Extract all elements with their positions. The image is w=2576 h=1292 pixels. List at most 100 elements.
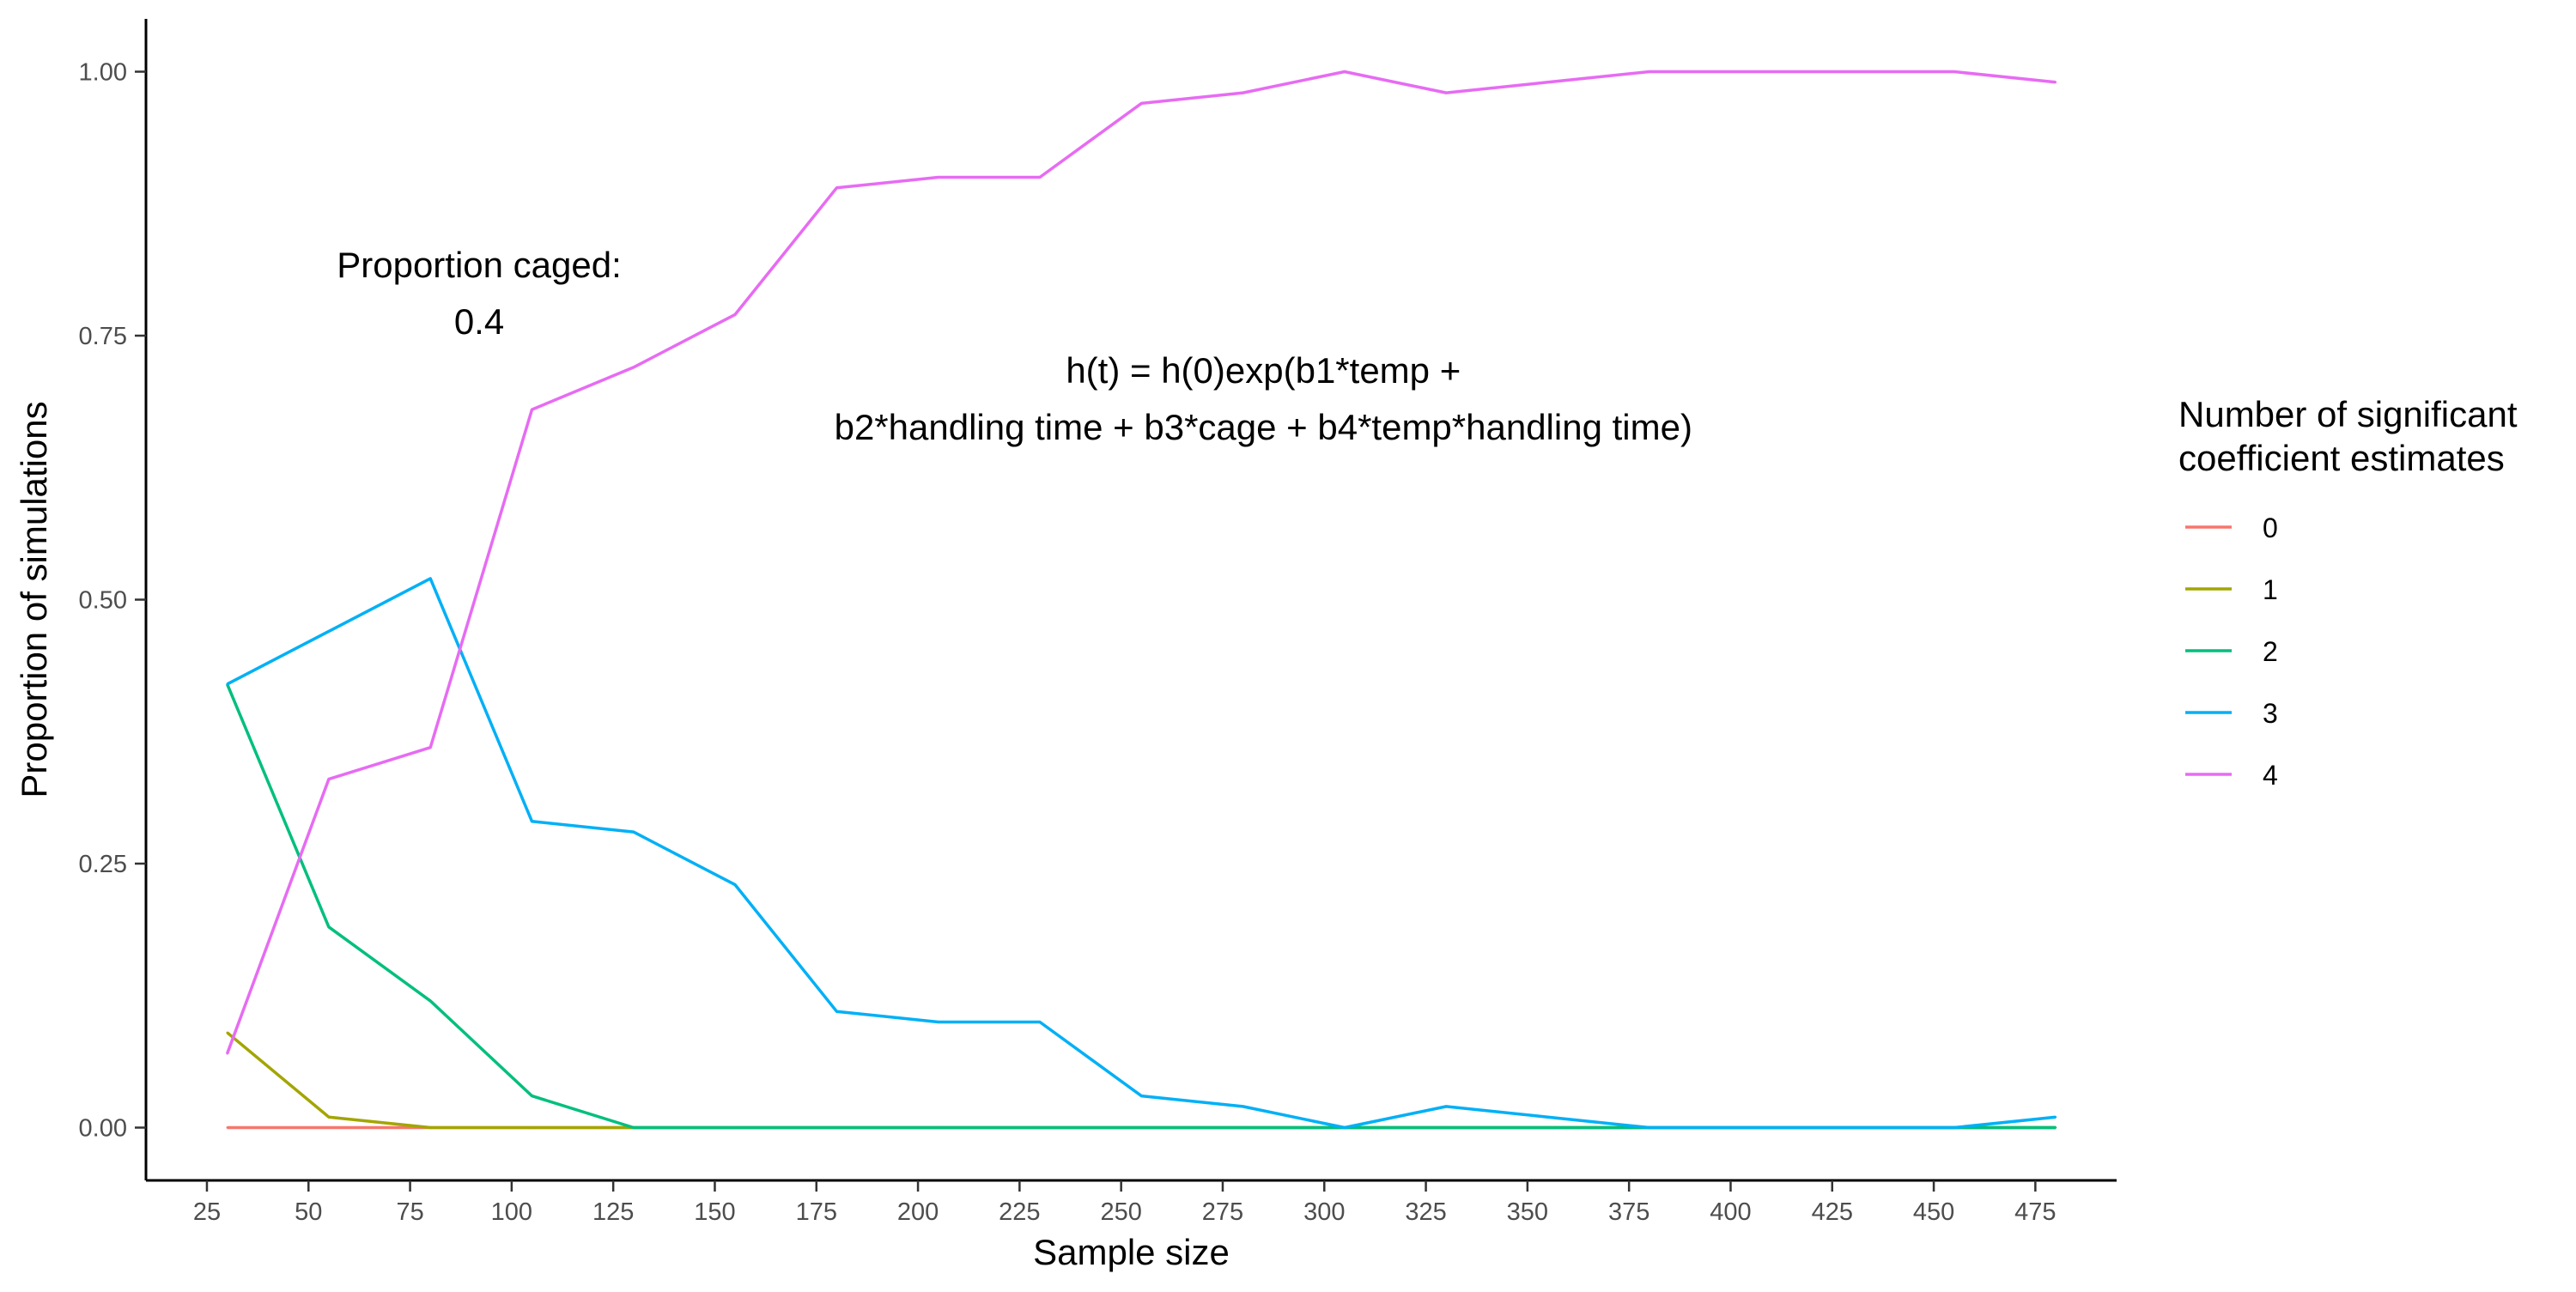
series-3-point bbox=[226, 682, 228, 686]
series-4-point bbox=[733, 313, 737, 316]
x-tick-label: 475 bbox=[2014, 1198, 2056, 1226]
series-4-point bbox=[1851, 70, 1854, 73]
series-2-point bbox=[1140, 1126, 1143, 1129]
series-0-point bbox=[327, 1126, 331, 1129]
x-tick-label: 25 bbox=[193, 1198, 221, 1226]
legend-label: 0 bbox=[2263, 513, 2278, 543]
y-tick-label: 0.75 bbox=[79, 323, 127, 350]
series-1-point bbox=[531, 1126, 533, 1129]
series-4-point bbox=[1242, 91, 1244, 94]
y-tick-label: 0.00 bbox=[79, 1115, 127, 1143]
series-line-1 bbox=[226, 1031, 2056, 1130]
legend-label: 4 bbox=[2263, 760, 2278, 791]
annotation-text: 0.4 bbox=[454, 301, 504, 342]
series-3-point bbox=[835, 1010, 838, 1013]
annotation-text: b2*handling time + b3*cage + b4*temp*han… bbox=[835, 407, 1692, 447]
series-4-point bbox=[937, 176, 939, 179]
series-4-point bbox=[1445, 91, 1448, 94]
annotation-text: h(t) = h(0)exp(b1*temp + bbox=[1066, 350, 1461, 391]
series-2-point bbox=[733, 1126, 737, 1129]
series-4-point bbox=[1546, 81, 1549, 84]
series-3-point bbox=[1648, 1126, 1651, 1129]
x-tick-label: 225 bbox=[999, 1198, 1040, 1226]
series-4-point bbox=[835, 186, 838, 189]
series-4-point bbox=[1648, 70, 1651, 73]
series-2-point bbox=[327, 925, 331, 929]
legend-title: coefficient estimates bbox=[2178, 438, 2505, 478]
y-tick-label: 0.50 bbox=[79, 587, 127, 615]
series-3-point bbox=[2054, 1116, 2057, 1119]
series-3-point bbox=[1546, 1116, 1549, 1119]
series-1-point bbox=[226, 1031, 228, 1034]
series-lines bbox=[225, 70, 2057, 1130]
series-3-point bbox=[632, 830, 635, 834]
x-axis-title: Sample size bbox=[1033, 1232, 1230, 1272]
x-tick-label: 125 bbox=[592, 1198, 634, 1226]
series-4-point bbox=[632, 366, 635, 369]
series-3-point bbox=[1038, 1021, 1042, 1023]
series-3-point bbox=[1343, 1126, 1346, 1129]
series-line-3 bbox=[226, 577, 2057, 1130]
x-tick-label: 350 bbox=[1507, 1198, 1548, 1226]
x-tick-label: 325 bbox=[1405, 1198, 1446, 1226]
series-3-point bbox=[1445, 1105, 1448, 1108]
x-tick-label: 100 bbox=[491, 1198, 532, 1226]
x-tick-label: 175 bbox=[796, 1198, 837, 1226]
series-2-point bbox=[531, 1095, 533, 1097]
series-3-point bbox=[1242, 1105, 1244, 1108]
series-3-point bbox=[1851, 1126, 1854, 1129]
series-2-point bbox=[1038, 1126, 1042, 1129]
series-3-point bbox=[937, 1021, 939, 1023]
series-0-point bbox=[226, 1126, 228, 1129]
x-tick-label: 150 bbox=[694, 1198, 735, 1226]
series-4-point bbox=[1749, 70, 1753, 73]
series-3-point bbox=[1749, 1126, 1753, 1129]
series-4-point bbox=[226, 1052, 228, 1055]
series-3-point bbox=[327, 630, 331, 633]
annotations: Proportion caged: 0.4 h(t) = h(0)exp(b1*te… bbox=[337, 245, 1692, 447]
legend-label: 2 bbox=[2263, 636, 2278, 667]
series-4-point bbox=[1343, 70, 1346, 73]
y-tick-label: 1.00 bbox=[79, 59, 127, 87]
x-tick-label: 75 bbox=[396, 1198, 423, 1226]
series-3-point bbox=[429, 577, 432, 580]
series-4-point bbox=[2054, 81, 2057, 84]
series-1-point bbox=[429, 1126, 432, 1129]
legend-label: 3 bbox=[2263, 698, 2278, 729]
series-3-point bbox=[1140, 1095, 1143, 1097]
series-line-4 bbox=[225, 70, 2057, 1055]
x-tick-label: 425 bbox=[1812, 1198, 1853, 1226]
series-3-point bbox=[733, 883, 737, 886]
x-tick-label: 400 bbox=[1710, 1198, 1751, 1226]
x-tick-label: 200 bbox=[897, 1198, 939, 1226]
series-2-point bbox=[835, 1126, 838, 1129]
x-tick-label: 50 bbox=[295, 1198, 322, 1226]
series-2-point bbox=[1546, 1126, 1549, 1129]
x-tick-label: 275 bbox=[1202, 1198, 1243, 1226]
series-4-point bbox=[1140, 102, 1143, 105]
x-tick-label: 375 bbox=[1608, 1198, 1649, 1226]
series-1-point bbox=[327, 1116, 331, 1119]
y-axis-title: Proportion of simulations bbox=[14, 401, 54, 798]
legend-label: 1 bbox=[2263, 574, 2278, 605]
series-2-point bbox=[937, 1126, 939, 1129]
series-2-point bbox=[429, 999, 432, 1003]
series-2-point bbox=[2054, 1126, 2057, 1129]
series-2-point bbox=[632, 1126, 635, 1129]
legend-title: Number of significant bbox=[2178, 394, 2518, 434]
x-tick-label: 300 bbox=[1303, 1198, 1345, 1226]
y-tick-label: 0.25 bbox=[79, 851, 127, 878]
series-2-point bbox=[1242, 1126, 1244, 1129]
series-3-point bbox=[531, 820, 533, 822]
annotation-text: Proportion caged: bbox=[337, 245, 622, 285]
x-tick-label: 450 bbox=[1913, 1198, 1954, 1226]
axes: 25 50 75 100 125 150 175 200 225 250 275 300 325 350 3… bbox=[14, 19, 2117, 1272]
series-3-point bbox=[1953, 1126, 1955, 1129]
series-4-point bbox=[1953, 70, 1955, 73]
series-4-point bbox=[1038, 176, 1042, 179]
series-4-point bbox=[327, 778, 331, 780]
x-tick-label: 250 bbox=[1100, 1198, 1141, 1226]
